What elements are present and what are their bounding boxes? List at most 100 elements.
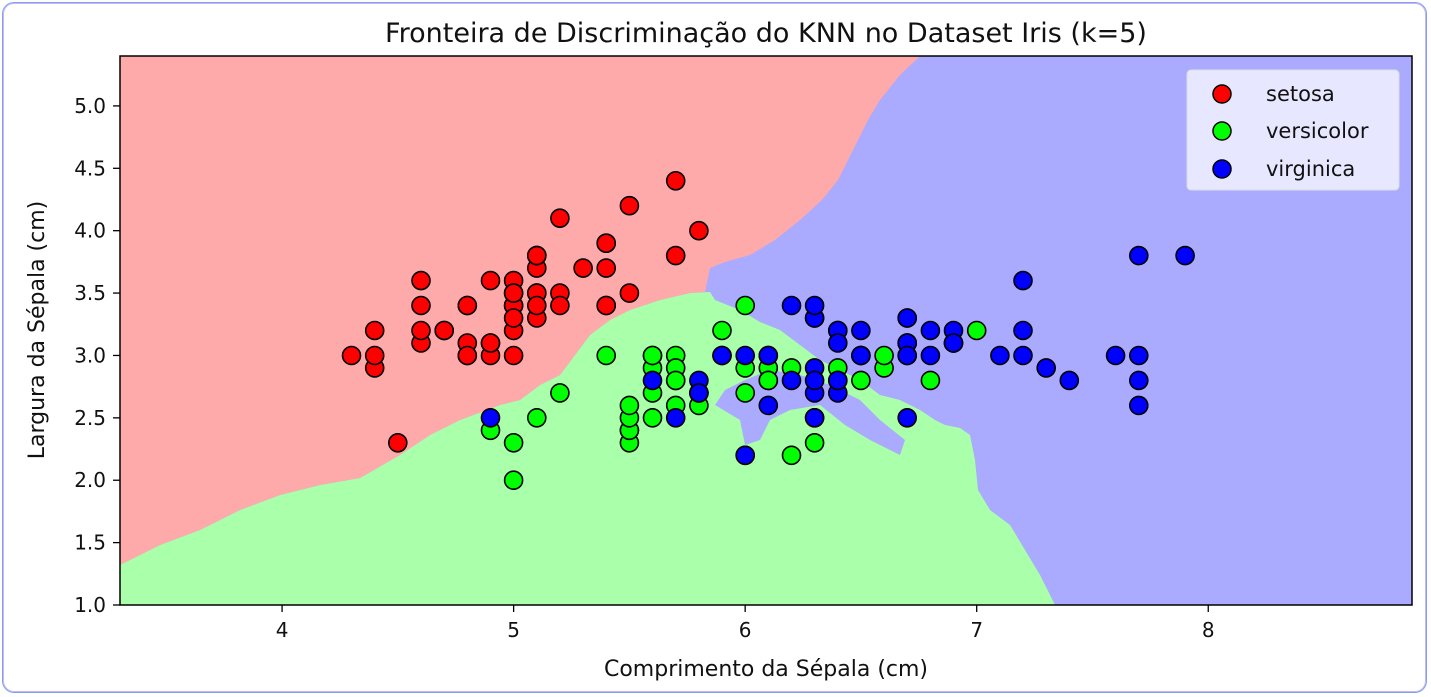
point-virginica: [781, 295, 802, 316]
point-virginica: [735, 345, 756, 366]
point-virginica: [1013, 345, 1033, 366]
point-setosa: [665, 245, 686, 266]
point-setosa: [689, 220, 709, 241]
point-virginica: [1105, 345, 1126, 366]
point-versicolor: [503, 432, 524, 453]
point-versicolor: [526, 407, 547, 428]
point-setosa: [457, 345, 478, 366]
point-virginica: [851, 345, 871, 366]
point-versicolor: [665, 370, 686, 391]
legend-marker-setosa: [1212, 84, 1232, 104]
x-axis: 4 5 6 7 8: [276, 605, 1215, 642]
plot-area-border: [119, 55, 1413, 606]
point-virginica: [1059, 370, 1080, 391]
point-versicolor: [735, 295, 756, 316]
point-setosa: [457, 295, 478, 316]
point-versicolor: [966, 320, 987, 341]
point-setosa: [596, 233, 617, 253]
point-virginica: [897, 407, 918, 428]
point-versicolor: [642, 345, 663, 366]
legend-label-versicolor: versicolor: [1266, 119, 1369, 143]
y-tick-label: 1.0: [74, 593, 106, 617]
point-setosa: [387, 432, 408, 453]
point-setosa: [619, 195, 640, 216]
point-setosa: [550, 295, 570, 316]
y-tick-label: 5.0: [74, 94, 106, 118]
legend-label-setosa: setosa: [1266, 82, 1335, 106]
point-virginica: [990, 345, 1010, 366]
point-versicolor: [804, 432, 825, 453]
point-virginica: [1129, 245, 1149, 266]
point-setosa: [503, 345, 524, 366]
x-tick-label: 8: [1202, 618, 1215, 642]
point-virginica: [712, 345, 732, 366]
point-virginica: [851, 320, 871, 341]
point-setosa: [434, 320, 455, 341]
point-virginica: [735, 445, 756, 466]
legend: setosa versicolor virginica: [1186, 69, 1400, 191]
x-tick-label: 6: [739, 618, 752, 642]
point-setosa: [596, 295, 617, 316]
point-virginica: [665, 407, 686, 428]
point-versicolor: [735, 383, 756, 403]
point-virginica: [827, 370, 848, 391]
point-virginica: [920, 320, 941, 341]
point-setosa: [573, 258, 593, 278]
point-setosa: [503, 308, 524, 328]
legend-label-virginica: virginica: [1266, 157, 1355, 181]
point-virginica: [1036, 358, 1056, 378]
point-setosa: [364, 320, 385, 341]
point-setosa: [550, 208, 570, 228]
point-versicolor: [874, 345, 894, 366]
point-setosa: [341, 345, 362, 366]
point-virginica: [1129, 345, 1149, 366]
point-virginica: [1175, 245, 1195, 266]
point-setosa: [526, 295, 547, 316]
point-setosa: [411, 320, 431, 341]
point-virginica: [1013, 270, 1033, 291]
point-setosa: [503, 283, 524, 303]
point-virginica: [758, 395, 779, 416]
point-virginica: [804, 407, 825, 428]
y-tick-label: 3.0: [74, 343, 106, 367]
point-setosa: [665, 171, 686, 191]
x-tick-label: 4: [276, 618, 289, 642]
y-axis: 1.0 1.5 2.0 2.5 3.0 3.5 4.0 4.5 5.0: [74, 94, 120, 617]
point-setosa: [526, 245, 547, 266]
point-setosa: [411, 270, 431, 291]
point-versicolor: [781, 445, 802, 466]
chart-title: Fronteira de Discriminação do KNN no Dat…: [385, 18, 1147, 49]
point-virginica: [1129, 395, 1149, 416]
point-virginica: [804, 295, 825, 316]
point-setosa: [619, 283, 640, 303]
point-versicolor: [550, 383, 570, 403]
legend-marker-virginica: [1212, 159, 1232, 179]
point-virginica: [827, 333, 848, 353]
point-versicolor: [712, 320, 732, 341]
region-virginica-inlet: [715, 370, 905, 455]
point-virginica: [1129, 370, 1149, 391]
point-virginica: [920, 345, 941, 366]
y-axis-label: Largura da Sépala (cm): [25, 201, 50, 460]
x-tick-label: 5: [507, 618, 520, 642]
y-tick-label: 1.5: [74, 531, 106, 555]
legend-marker-versicolor: [1212, 121, 1232, 141]
y-tick-label: 2.0: [74, 468, 106, 492]
y-tick-label: 4.0: [74, 219, 106, 243]
y-tick-label: 2.5: [74, 406, 106, 430]
point-virginica: [689, 383, 709, 403]
point-setosa: [480, 270, 501, 291]
point-virginica: [758, 345, 779, 366]
point-virginica: [804, 370, 825, 391]
point-setosa: [596, 258, 617, 278]
x-axis-label: Comprimento da Sépala (cm): [604, 657, 928, 682]
y-tick-label: 3.5: [74, 281, 106, 305]
legend-box: [1186, 69, 1400, 191]
point-versicolor: [851, 370, 871, 391]
point-virginica: [897, 345, 918, 366]
point-virginica: [943, 333, 964, 353]
point-versicolor: [503, 470, 524, 491]
point-versicolor: [642, 407, 663, 428]
point-virginica: [781, 370, 802, 391]
